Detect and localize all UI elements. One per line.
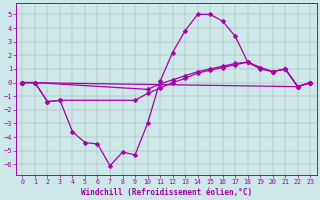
X-axis label: Windchill (Refroidissement éolien,°C): Windchill (Refroidissement éolien,°C) bbox=[81, 188, 252, 197]
